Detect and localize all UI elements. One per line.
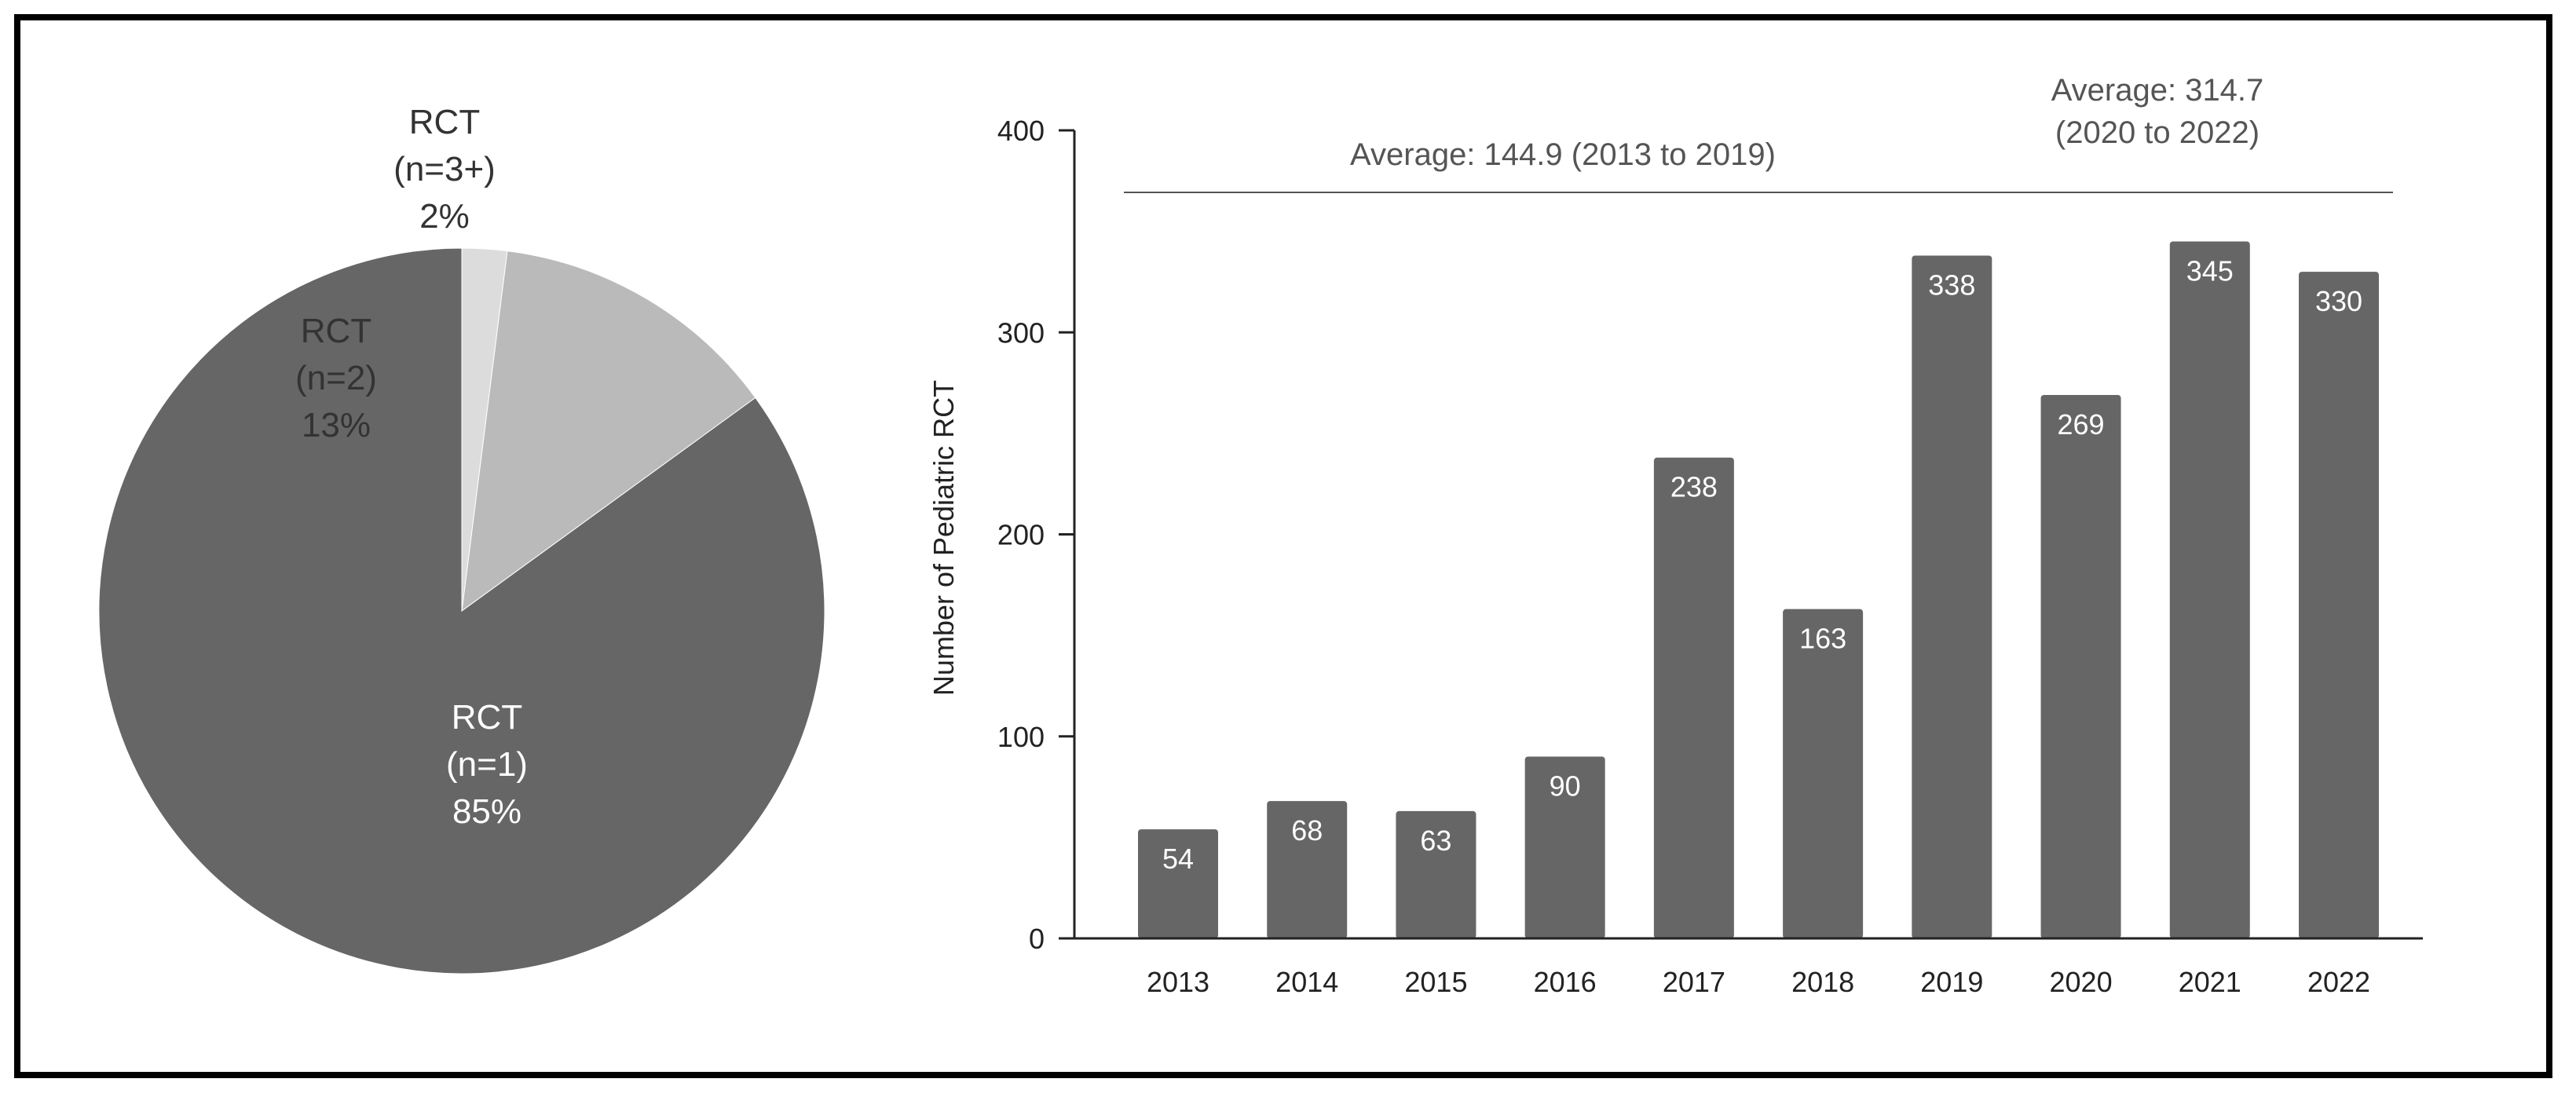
x-axis-ticks: 2013 2014 2015 2016 2017 2018 2019 2020 2021 2022	[1147, 966, 2370, 998]
y-tick-label: 300	[997, 316, 1045, 349]
pie-label-percent: 13%	[302, 406, 371, 444]
bar-2020	[2040, 394, 2121, 938]
y-tick-label: 0	[1029, 923, 1045, 955]
x-tick-label: 2015	[1404, 966, 1467, 998]
annotation-text: Average: 314.7	[2051, 73, 2264, 108]
annotation-text: Average: 144.9 (2013 to 2019)	[1350, 137, 1776, 172]
x-tick-label: 2018	[1791, 966, 1854, 998]
pie-label-percent: 85%	[452, 792, 521, 831]
bar-2016	[1524, 756, 1605, 938]
x-tick-label: 2020	[2050, 966, 2113, 998]
bars	[1138, 241, 2379, 938]
pie-slice-rct-n3plus	[461, 247, 508, 612]
bar-data-label: 63	[1420, 825, 1451, 857]
x-tick-label: 2019	[1920, 966, 1983, 998]
bar-data-label: 163	[1799, 623, 1846, 655]
x-tick-label: 2014	[1275, 966, 1338, 998]
bar-data-label: 338	[1928, 269, 1975, 301]
annotation-average-2020-2022: Average: 314.7 (2020 to 2022)	[2004, 73, 2393, 193]
pie-chart: RCT (n=1) 85% RCT (n=2) 13% RCT (n=3+) 2…	[98, 103, 825, 975]
bar-data-label: 238	[1670, 471, 1718, 503]
pie-label-title: RCT	[409, 103, 480, 141]
pie-label-rct-n1: RCT (n=1) 85%	[446, 698, 528, 831]
bar-2019	[1912, 255, 1992, 938]
bar-data-label: 345	[2186, 254, 2234, 287]
bar-data-label: 90	[1550, 770, 1581, 802]
bar-2022	[2299, 272, 2379, 938]
y-tick-label: 100	[997, 721, 1045, 753]
y-tick-label: 400	[997, 115, 1045, 147]
x-tick-label: 2021	[2179, 966, 2241, 998]
pie-label-title: RCT	[301, 312, 371, 350]
bar-data-labels: 54 68 63 90 238 163 338 269 345 330	[1162, 254, 2362, 875]
x-tick-label: 2016	[1534, 966, 1597, 998]
y-axis-label: Number of Pediatric RCT	[928, 380, 960, 696]
bar-chart: Number of Pediatric RCT 0 100 200 300 400 54…	[928, 73, 2423, 998]
x-tick-label: 2022	[2307, 966, 2370, 998]
pie-slice-rct-n2	[461, 250, 756, 612]
pie-label-sublabel: (n=3+)	[393, 150, 496, 188]
y-axis-ticks: 0 100 200 300 400	[997, 115, 1074, 955]
bar-data-label: 330	[2315, 285, 2362, 317]
x-tick-label: 2017	[1663, 966, 1725, 998]
bar-2013	[1138, 829, 1218, 938]
annotation-text-secondary: (2020 to 2022)	[2055, 115, 2259, 150]
pie-label-rct-n3plus: RCT (n=3+) 2%	[393, 103, 496, 236]
bar-2014	[1267, 801, 1348, 938]
pie-label-percent: 2%	[419, 197, 470, 236]
pie-label-sublabel: (n=2)	[295, 359, 377, 397]
annotation-average-2013-2019: Average: 144.9 (2013 to 2019)	[1124, 137, 2007, 193]
bar-data-label: 68	[1291, 814, 1323, 847]
x-tick-label: 2013	[1147, 966, 1209, 998]
bar-2015	[1396, 810, 1476, 938]
pie-label-sublabel: (n=1)	[446, 745, 528, 784]
pie-label-rct-n2: RCT (n=2) 13%	[295, 312, 377, 444]
bar-data-label: 54	[1162, 843, 1194, 875]
bar-data-label: 269	[2058, 408, 2105, 441]
bar-2018	[1783, 609, 1864, 938]
bar-2021	[2169, 241, 2250, 938]
pie-label-title: RCT	[452, 698, 522, 737]
bar-2017	[1653, 457, 1734, 938]
y-tick-label: 200	[997, 519, 1045, 551]
